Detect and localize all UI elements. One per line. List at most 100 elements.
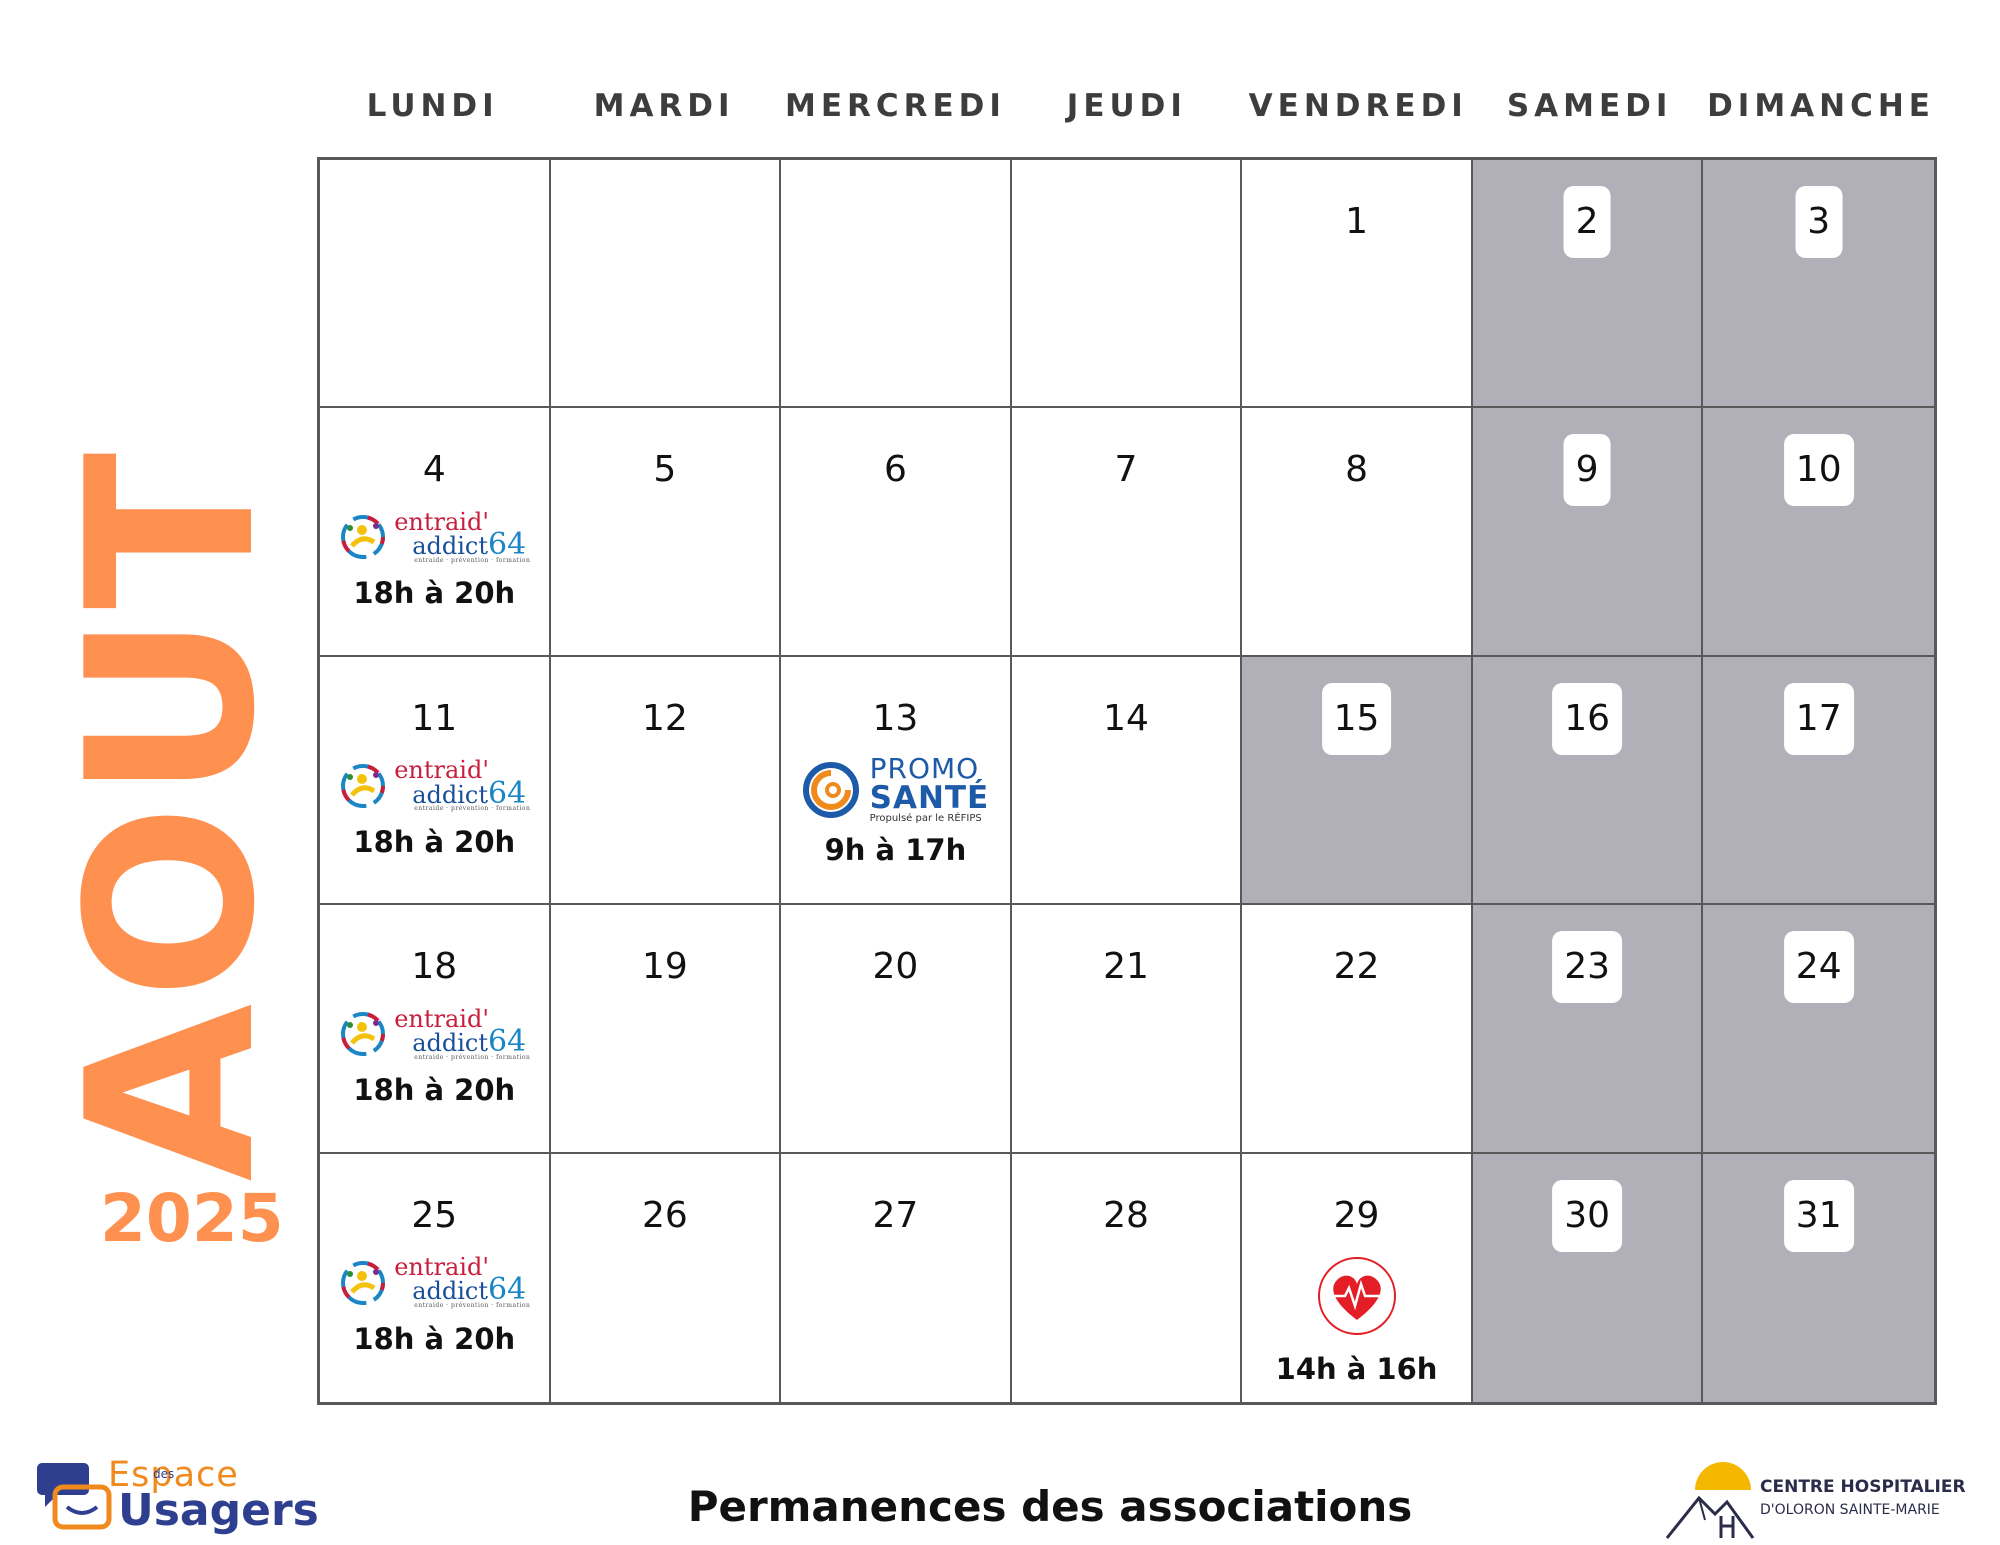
day-number: 17 (1783, 682, 1854, 755)
day-number: 21 (1103, 946, 1149, 988)
calendar-cell (550, 160, 782, 409)
day-number: 25 (411, 1194, 458, 1236)
weekday-header-1: LUNDI (366, 88, 499, 124)
day-number: 6 (883, 449, 907, 491)
calendar-cell: 27 (781, 1153, 1012, 1402)
entraide-line1: entraid' (394, 1004, 489, 1033)
entraide-tagline: entraide · prévention · formation (414, 805, 531, 813)
calendar-cell: 10 (1703, 408, 1934, 657)
calendar-cell: 4 entraid' addict64 entraide · prévention ·… (320, 408, 551, 657)
promo-tagline: Propulsé par le RÉFIPS (869, 813, 982, 825)
year-label: 2025 (100, 1180, 284, 1257)
footer-title: Permanences des associations (687, 1482, 1413, 1531)
heart-pulse-icon (1317, 1256, 1396, 1335)
day-number: 20 (872, 946, 919, 988)
calendar-grid: 1 2 3 4 entraid' addict64 entraide · préventio… (317, 157, 1937, 1405)
calendar-cell (781, 160, 1012, 409)
day-number: 9 (1563, 434, 1611, 507)
usagers-word: Usagers (118, 1485, 319, 1536)
mountain-sun-icon (1665, 1462, 1755, 1539)
calendar-cell: 28 (1011, 1153, 1243, 1402)
entraide-wordmark: entraid' addict64 entraide · prévention · … (394, 1255, 531, 1309)
centre-hospitalier-logo: CENTRE HOSPITALIER D'OLORON SAINTE-MARIE (1665, 1460, 1966, 1540)
calendar-cell: 23 (1472, 905, 1704, 1154)
month-label-container: AOUT (39, 448, 306, 1181)
don-du-sang-logo (1315, 1254, 1399, 1338)
day-number: 30 (1552, 1179, 1623, 1252)
entraide-wordmark: entraid' addict64 entraide · prévention · … (394, 758, 531, 813)
entraide-line2: addict (412, 1277, 488, 1306)
hospital-name-line1: CENTRE HOSPITALIER (1760, 1477, 1966, 1497)
people-circle-icon (341, 763, 386, 808)
calendar-cell: 19 (550, 905, 782, 1154)
entraide-number: 64 (487, 1272, 527, 1308)
speech-bubble-icon (37, 1463, 112, 1530)
day-number: 16 (1552, 682, 1623, 755)
entraide-addict-64-logo: entraid' addict64 entraide · prévention · … (338, 757, 530, 815)
day-number: 27 (872, 1194, 919, 1236)
day-number: 11 (411, 697, 458, 739)
calendar-cell: 14 (1011, 656, 1243, 906)
calendar-cell: 16 (1472, 656, 1704, 906)
weekday-header-6: SAMEDI (1506, 88, 1673, 124)
entraide-line2: addict (412, 1029, 488, 1058)
weekday-header-3: MERCREDI (784, 88, 1006, 124)
event-time: 9h à 17h (824, 832, 967, 867)
day-number: 12 (641, 697, 688, 739)
entraide-tagline: entraide · prévention · formation (414, 1053, 531, 1061)
calendar-cell: 31 (1703, 1153, 1934, 1402)
promo-sante-logo: PROMO SANTÉ Propulsé par le RÉFIPS (802, 755, 990, 824)
day-number: 8 (1345, 449, 1369, 491)
entraide-line1: entraid' (394, 1253, 489, 1282)
calendar-cell: 21 (1011, 905, 1243, 1154)
day-number: 15 (1321, 682, 1392, 755)
calendar-cell: 15 (1242, 656, 1473, 906)
calendar-cell (1011, 160, 1243, 409)
promo-line2: SANTÉ (869, 780, 990, 817)
month-label: AOUT (39, 448, 306, 1182)
day-number: 2 (1563, 186, 1611, 258)
calendar-cell: 25 entraid' addict64 entraide · prévention … (320, 1153, 551, 1402)
entraide-wordmark: entraid' addict64 entraide · prévention · … (394, 1007, 531, 1061)
event-time: 14h à 16h (1275, 1351, 1438, 1386)
weekday-header-5: VENDREDI (1248, 88, 1468, 124)
calendar-cell: 18 entraid' addict64 entraide · prévention … (320, 905, 551, 1154)
event: entraid' addict64 entraide · prévention · … (320, 508, 549, 610)
day-number: 14 (1103, 697, 1149, 739)
spiral-icon (802, 761, 859, 818)
calendar-cell: 2 (1472, 160, 1704, 409)
day-number: 10 (1783, 434, 1854, 507)
day-number: 29 (1333, 1194, 1380, 1236)
day-number: 23 (1552, 931, 1623, 1004)
entraide-addict-64-logo: entraid' addict64 entraide · prévention · … (338, 1254, 530, 1312)
calendar-cell: 30 (1472, 1153, 1704, 1402)
event: entraid' addict64 entraide · prévention · … (320, 1005, 549, 1107)
calendar-cell: 6 (781, 408, 1012, 657)
weekday-header-2: MARDI (593, 88, 735, 124)
event-time: 18h à 20h (353, 824, 516, 859)
day-number: 4 (422, 449, 446, 491)
calendar-cell: 1 (1242, 160, 1473, 409)
calendar-cell: 9 (1472, 408, 1704, 657)
day-number: 24 (1783, 931, 1854, 1004)
event: PROMO SANTÉ Propulsé par le RÉFIPS 9h à 17h (781, 755, 1010, 867)
day-number: 13 (872, 697, 919, 739)
calendar-cell: 22 (1242, 905, 1473, 1154)
entraide-tagline: entraide · prévention · formation (414, 1301, 531, 1309)
day-number: 22 (1333, 946, 1380, 988)
day-number: 1 (1345, 201, 1369, 242)
entraide-tagline: entraide · prévention · formation (414, 556, 531, 564)
des-word: des (153, 1467, 175, 1481)
weekday-header-7: DIMANCHE (1707, 88, 1935, 124)
day-number: 31 (1783, 1179, 1854, 1252)
calendar-cell: 7 (1011, 408, 1243, 657)
entraide-line1: entraid' (394, 507, 489, 536)
entraide-line2: addict (412, 532, 488, 561)
promo-wordmark: PROMO SANTÉ Propulsé par le RÉFIPS (870, 755, 990, 824)
people-circle-icon (341, 515, 386, 560)
day-number: 3 (1795, 186, 1843, 258)
entraide-line1: entraid' (394, 756, 489, 785)
entraide-wordmark: entraid' addict64 entraide · prévention · … (394, 510, 531, 564)
calendar-cell: 26 (550, 1153, 782, 1402)
calendar-cell: 17 (1703, 656, 1934, 906)
